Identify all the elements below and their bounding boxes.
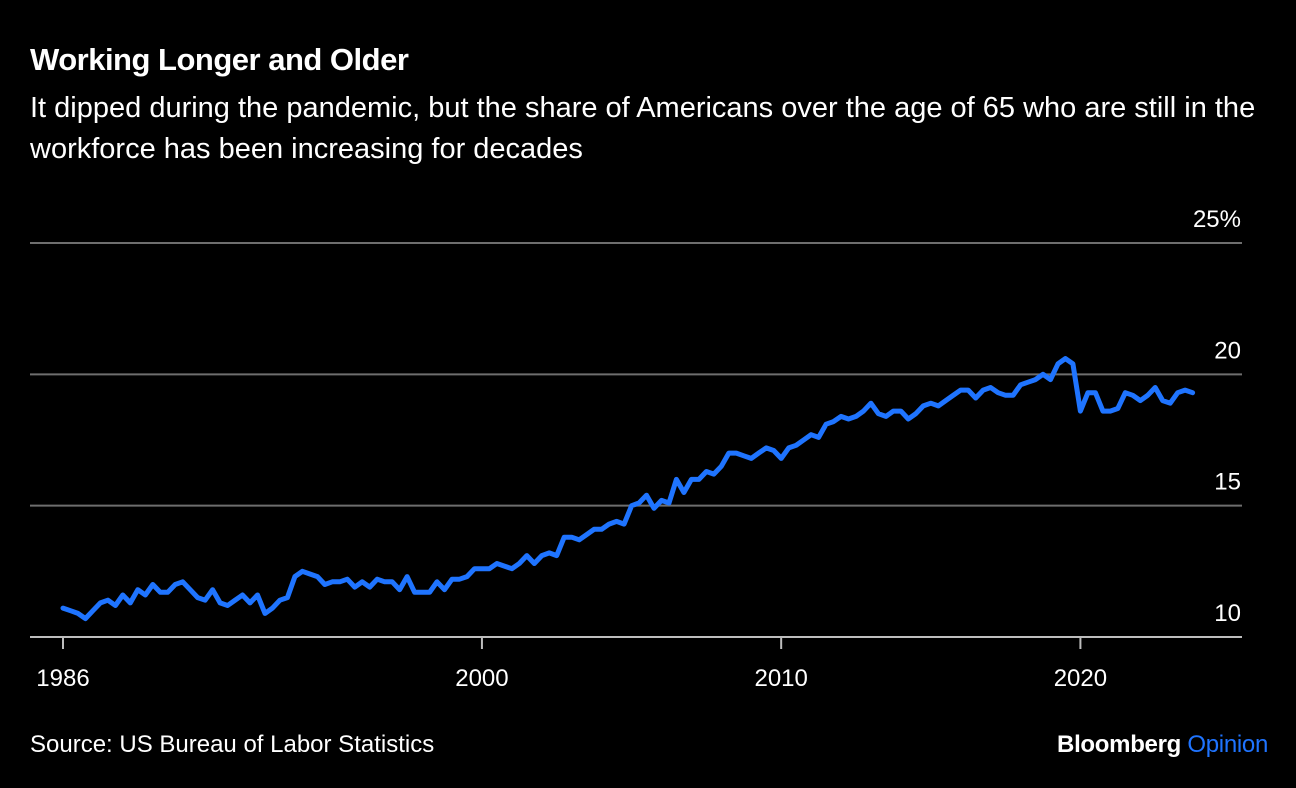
chart-title: Working Longer and Older (30, 42, 409, 77)
gridlines (30, 242, 1242, 638)
x-axis-ticks (62, 637, 1082, 649)
y-tick-label: 20 (1214, 337, 1241, 364)
x-axis-labels: 1986 2000 2010 2020 (36, 665, 1107, 692)
brand-section: Opinion (1187, 731, 1268, 758)
series-group (60, 356, 1196, 622)
x-tick-label: 2000 (455, 665, 508, 692)
x-tick-label: 2010 (754, 665, 807, 692)
chart-subtitle: It dipped during the pandemic, but the s… (30, 92, 1256, 165)
x-tick-label: 2020 (1054, 665, 1107, 692)
source-note: Source: US Bureau of Labor Statistics (30, 731, 435, 758)
y-axis-labels: 25% 20 15 10 (1193, 206, 1241, 627)
y-tick-label: 15 (1214, 469, 1241, 496)
x-tick-label: 1986 (36, 665, 89, 692)
y-tick-label: 25% (1193, 206, 1241, 233)
series-line-0 (60, 356, 1196, 622)
y-tick-label: 10 (1214, 600, 1241, 627)
brand-name: Bloomberg (1057, 731, 1181, 758)
bloomberg-opinion-logo: Bloomberg Opinion (1057, 731, 1268, 759)
